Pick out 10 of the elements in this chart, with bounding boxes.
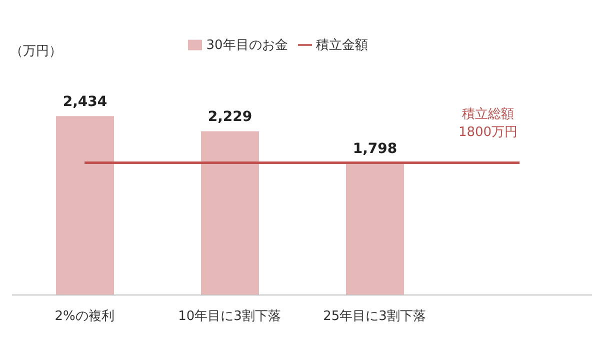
- annotation: 積立総額 1800万円: [457, 106, 519, 142]
- x-tick-label: 10年目に3割下落: [178, 309, 281, 324]
- data-label: 1,798: [352, 140, 398, 157]
- x-tick-label: 25年目に3割下落: [323, 309, 426, 324]
- data-label: 2,229: [208, 109, 252, 126]
- legend-label: 30年目のお金: [206, 38, 288, 53]
- data-label: 2,434: [62, 94, 108, 110]
- legend-label: 積立金額: [316, 38, 368, 53]
- y-axis-title: （万円）: [10, 43, 62, 60]
- x-tick-label: 2%の複利: [54, 309, 114, 324]
